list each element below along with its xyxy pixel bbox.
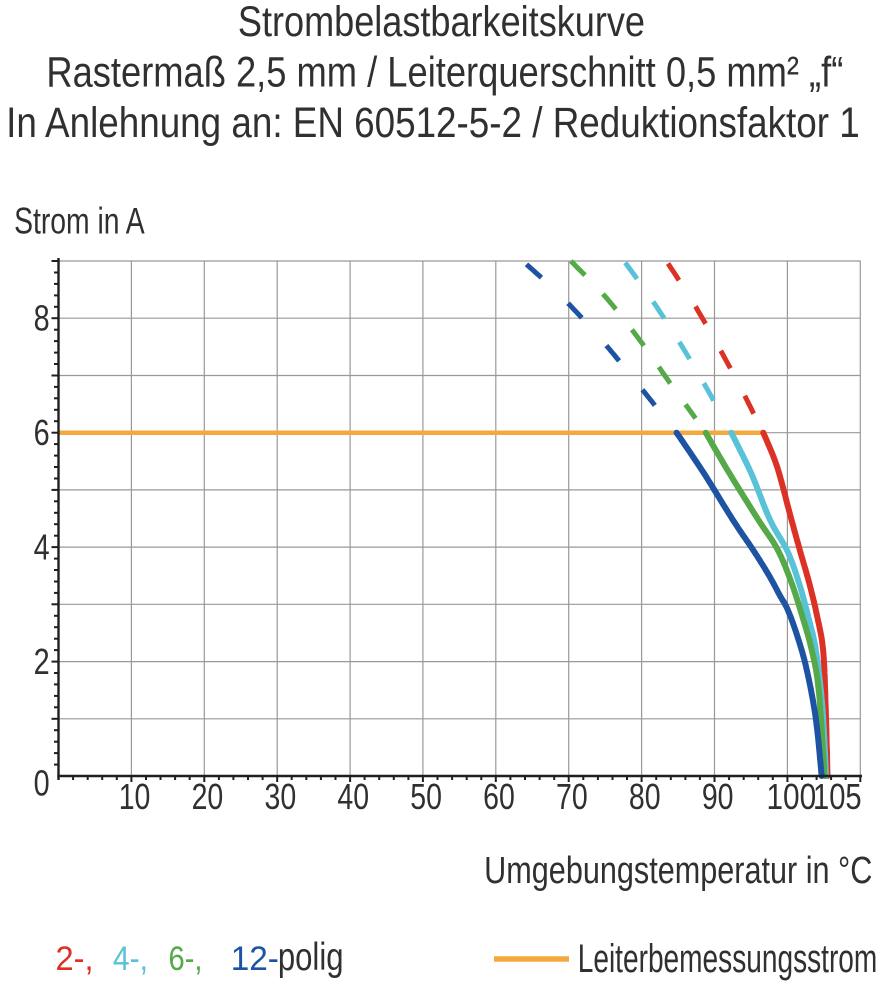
svg-text:4: 4 bbox=[34, 526, 50, 567]
svg-text:6: 6 bbox=[34, 412, 50, 453]
svg-text:2: 2 bbox=[34, 641, 50, 682]
svg-text:100: 100 bbox=[766, 777, 816, 818]
svg-text:0: 0 bbox=[34, 762, 50, 803]
svg-text:Leiterbemessungsstrom: Leiterbemessungsstrom bbox=[578, 937, 878, 981]
svg-text:4-,: 4-, bbox=[113, 939, 148, 977]
svg-text:Rastermaß 2,5 mm / Leiterquers: Rastermaß 2,5 mm / Leiterquerschnitt 0,5… bbox=[46, 49, 843, 96]
svg-text:Umgebungstemperatur in °C: Umgebungstemperatur in °C bbox=[484, 850, 872, 892]
svg-text:80: 80 bbox=[629, 776, 661, 817]
svg-text:70: 70 bbox=[556, 776, 588, 817]
svg-text:6-,: 6-, bbox=[169, 939, 203, 978]
svg-text:Strom in A: Strom in A bbox=[14, 200, 145, 242]
svg-text:105: 105 bbox=[813, 776, 862, 817]
svg-text:Strombelastbarkeitskurve: Strombelastbarkeitskurve bbox=[238, 0, 645, 46]
svg-text:polig: polig bbox=[278, 936, 344, 979]
svg-text:40: 40 bbox=[337, 776, 369, 817]
svg-text:90: 90 bbox=[702, 776, 734, 817]
svg-text:8: 8 bbox=[34, 297, 50, 338]
svg-text:In Anlehnung an: EN 60512-5-2: In Anlehnung an: EN 60512-5-2 / Reduktio… bbox=[6, 100, 860, 147]
svg-text:60: 60 bbox=[483, 776, 515, 817]
svg-text:12-: 12- bbox=[231, 941, 279, 978]
svg-text:2-,: 2-, bbox=[56, 940, 94, 978]
svg-text:10: 10 bbox=[119, 776, 151, 817]
svg-text:50: 50 bbox=[410, 776, 442, 817]
svg-text:20: 20 bbox=[192, 776, 224, 817]
svg-text:30: 30 bbox=[264, 776, 296, 817]
